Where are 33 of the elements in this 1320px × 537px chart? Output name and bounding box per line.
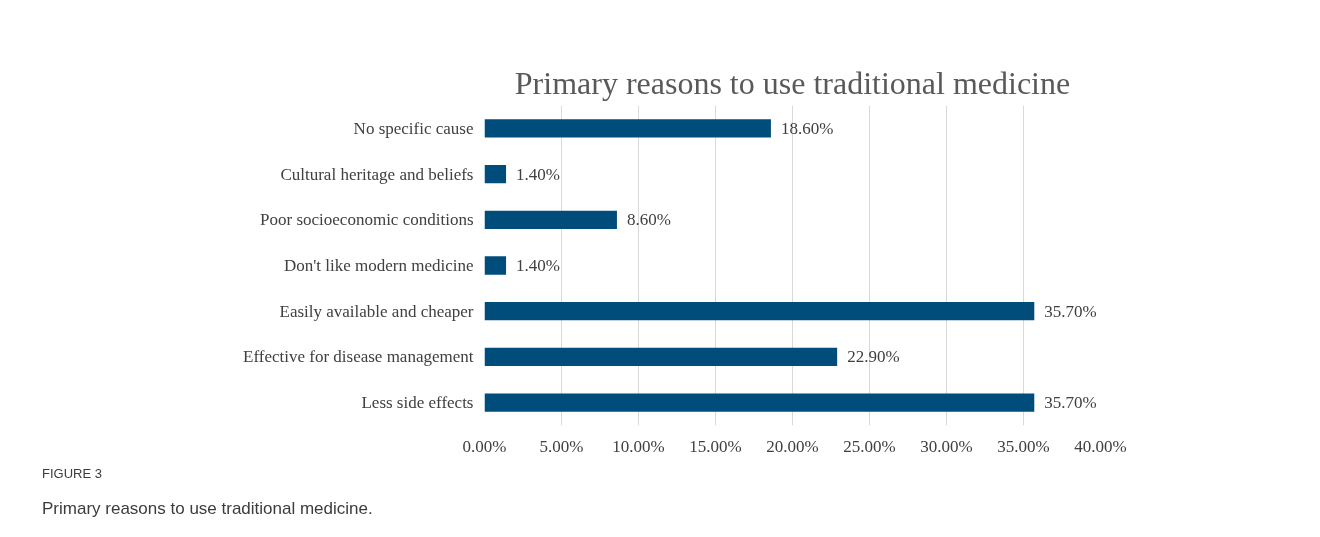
data-label: 35.70% [1044,393,1097,413]
data-label: 35.70% [1044,301,1097,321]
x-tick-label: 15.00% [689,436,742,456]
text: Primary reasons to use traditional medicine. [42,498,373,520]
bar [484,302,1035,321]
data-label: 8.60% [626,210,671,230]
data-label: 18.60% [780,118,834,138]
y-tick-label: Cultural heritage and beliefs [280,164,474,184]
data-label: 1.40% [516,256,560,275]
y-tick-label: Easily available and cheaper [279,301,474,321]
bar [484,393,1035,412]
bar [484,210,617,229]
bar [484,119,771,138]
x-tick-label: 35.00% [997,436,1050,456]
x-tick-label: 30.00% [920,436,973,456]
x-tick-label: 5.00% [539,436,584,456]
y-tick-label: Less side effects [361,393,474,413]
data-label: 22.90% [847,347,900,367]
data-label: 1.40% [516,164,560,184]
x-tick-label: 20.00% [766,436,819,456]
caption: FIGURE 3 [42,465,102,483]
bar [484,164,507,184]
y-tick-label: Poor socioeconomic conditions [260,210,474,230]
x-tick-label: 10.00% [612,436,665,456]
x-tick-label: 40.00% [1074,436,1127,456]
x-tick-label: 0.00% [462,436,507,456]
chart-title: Primary reasons to use traditional medicine [514,64,1071,101]
bar [484,347,838,367]
y-tick-label: Don't like modern medicine [283,256,474,275]
y-tick-label: No specific cause [353,118,474,138]
x-tick-label: 25.00% [843,436,896,456]
y-tick-label: Effective for disease management [243,347,474,367]
bar [484,256,507,275]
